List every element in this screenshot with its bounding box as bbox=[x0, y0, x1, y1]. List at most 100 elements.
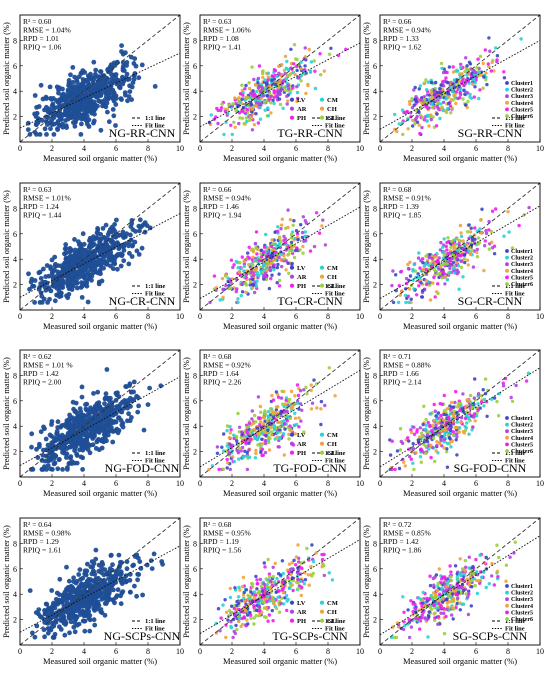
data-point bbox=[413, 97, 417, 102]
data-point bbox=[283, 427, 287, 431]
data-point bbox=[67, 630, 72, 636]
data-point bbox=[89, 431, 95, 437]
data-point bbox=[47, 84, 53, 90]
data-point bbox=[62, 589, 68, 595]
data-point bbox=[110, 597, 116, 603]
data-point bbox=[82, 602, 87, 608]
data-point bbox=[223, 274, 228, 278]
data-point bbox=[450, 239, 454, 244]
data-point bbox=[405, 109, 409, 114]
line-legend-label: 1:1 line bbox=[145, 115, 166, 122]
stat-text: RPIQ = 1.06 bbox=[23, 43, 61, 52]
data-point bbox=[487, 64, 491, 69]
data-point bbox=[281, 106, 285, 111]
data-point bbox=[253, 413, 257, 418]
legend-marker bbox=[505, 449, 509, 453]
data-point bbox=[253, 97, 257, 102]
data-point bbox=[85, 561, 90, 567]
line-legend-label: Fit line bbox=[505, 458, 525, 465]
data-point bbox=[297, 425, 301, 429]
data-point bbox=[84, 568, 90, 574]
data-point bbox=[91, 391, 96, 396]
data-point bbox=[440, 402, 444, 406]
legend-label: GL bbox=[327, 283, 337, 290]
data-point bbox=[414, 108, 418, 113]
data-point bbox=[79, 581, 84, 587]
data-point bbox=[90, 436, 96, 441]
data-point bbox=[43, 274, 49, 279]
data-point bbox=[314, 211, 319, 215]
x-tick-label: 6 bbox=[474, 479, 478, 488]
data-point bbox=[270, 74, 274, 78]
data-point bbox=[287, 252, 291, 256]
data-point bbox=[477, 70, 481, 75]
y-tick-label: 2 bbox=[13, 281, 17, 290]
data-point bbox=[233, 125, 237, 129]
data-point bbox=[255, 279, 259, 283]
data-point bbox=[472, 396, 476, 400]
data-point bbox=[124, 566, 130, 572]
data-point bbox=[105, 597, 111, 603]
data-point bbox=[424, 105, 428, 109]
data-point bbox=[436, 282, 440, 286]
data-point bbox=[30, 630, 35, 636]
data-point bbox=[251, 89, 255, 93]
data-point bbox=[118, 569, 124, 575]
data-point bbox=[475, 250, 479, 255]
legend-label: CM bbox=[327, 265, 338, 272]
data-point bbox=[77, 406, 83, 411]
y-tick-label: 8 bbox=[13, 371, 17, 380]
y-axis-label: Predicted soil organic matter (%) bbox=[1, 357, 11, 470]
data-point bbox=[217, 467, 221, 472]
y-tick-label: 4 bbox=[13, 422, 17, 431]
data-point bbox=[238, 92, 243, 96]
data-point bbox=[84, 407, 90, 413]
data-point bbox=[228, 286, 233, 290]
data-point bbox=[273, 428, 277, 432]
data-point bbox=[270, 430, 274, 434]
data-point bbox=[98, 127, 104, 133]
data-point bbox=[442, 428, 446, 432]
data-point bbox=[80, 107, 85, 113]
x-tick-label: 2 bbox=[230, 479, 234, 488]
data-point bbox=[263, 412, 268, 416]
data-point bbox=[73, 116, 79, 122]
data-point bbox=[282, 419, 286, 423]
data-point bbox=[42, 458, 48, 464]
data-point bbox=[397, 466, 402, 471]
data-point bbox=[292, 219, 296, 223]
stat-text: R² = 0.60 bbox=[23, 17, 52, 26]
data-point bbox=[283, 54, 288, 59]
data-point bbox=[490, 240, 494, 244]
data-point bbox=[236, 103, 240, 108]
data-point bbox=[131, 379, 137, 385]
data-point bbox=[86, 85, 92, 91]
data-point bbox=[29, 431, 35, 437]
data-point bbox=[257, 258, 262, 263]
data-point bbox=[113, 419, 119, 425]
data-point bbox=[277, 436, 281, 440]
data-point bbox=[438, 87, 442, 91]
data-point bbox=[72, 108, 77, 114]
data-point bbox=[275, 265, 280, 270]
data-point bbox=[100, 562, 106, 567]
data-point bbox=[445, 80, 449, 84]
data-point bbox=[121, 258, 127, 264]
data-point bbox=[415, 120, 420, 124]
data-point bbox=[286, 83, 290, 88]
data-point bbox=[481, 61, 485, 66]
data-point bbox=[109, 65, 115, 71]
data-point bbox=[137, 228, 142, 234]
data-point bbox=[477, 96, 481, 101]
data-point bbox=[395, 129, 399, 134]
legend-label: GL bbox=[327, 450, 337, 457]
data-point bbox=[29, 444, 34, 450]
data-point bbox=[312, 244, 317, 249]
data-point bbox=[73, 408, 78, 414]
data-point bbox=[229, 123, 233, 128]
data-point bbox=[123, 92, 128, 98]
